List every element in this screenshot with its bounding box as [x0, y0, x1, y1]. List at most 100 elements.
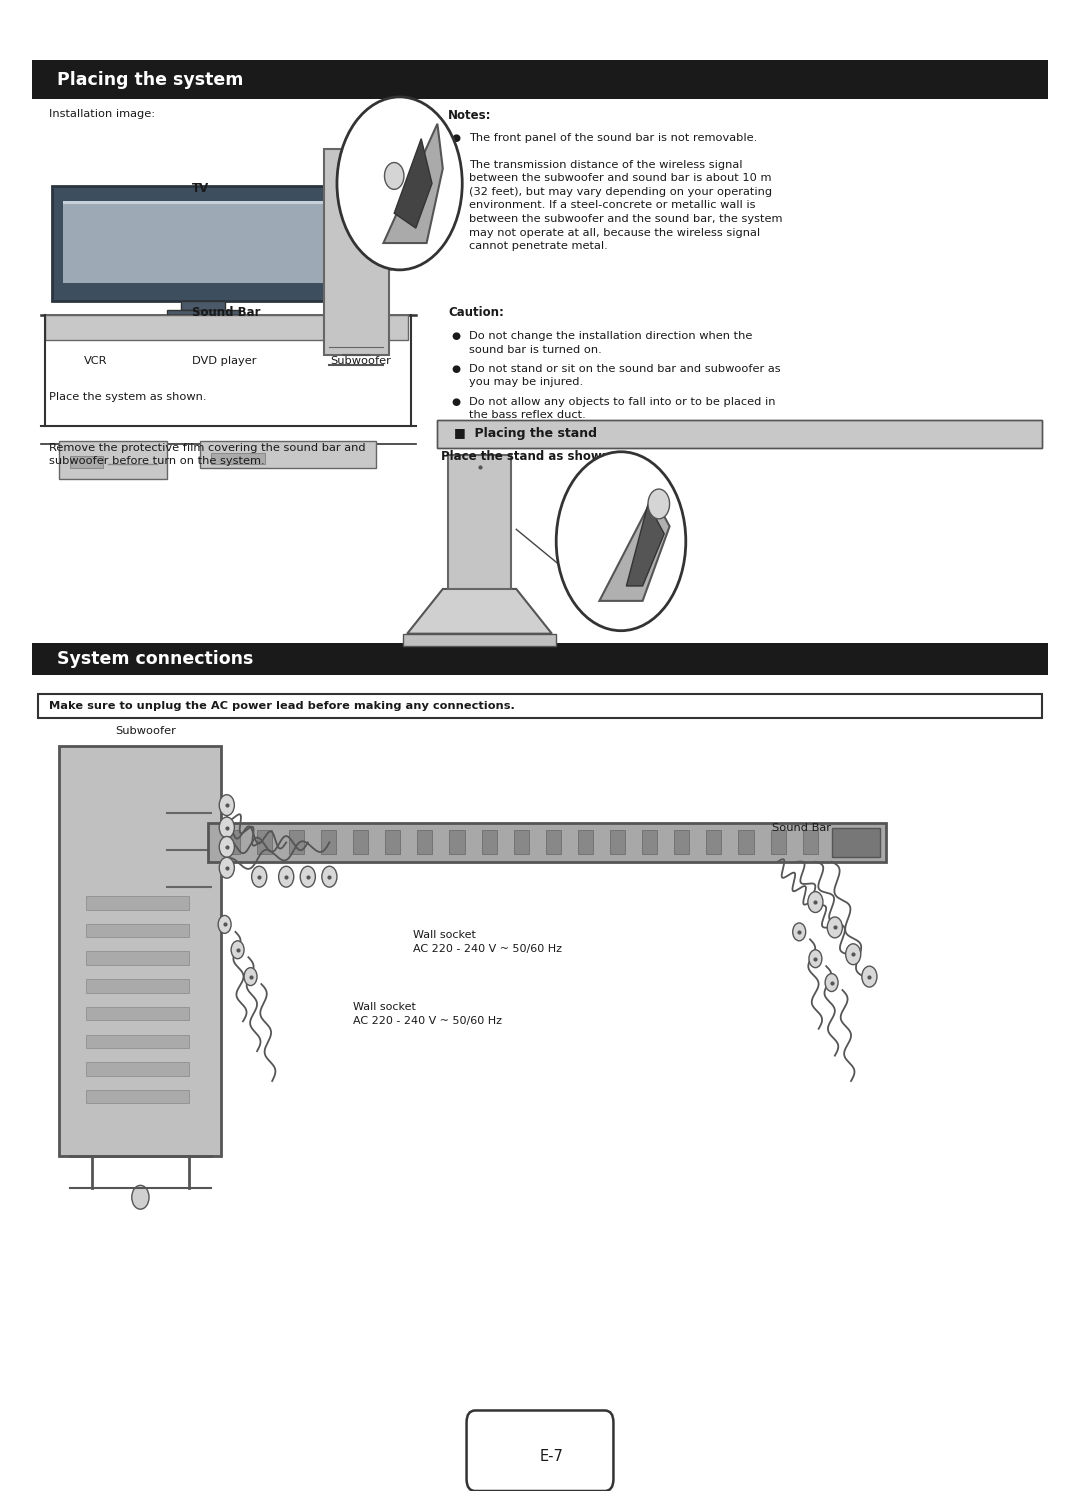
Text: Wall socket
AC 220 - 240 V ~ 50/60 Hz: Wall socket AC 220 - 240 V ~ 50/60 Hz: [353, 1002, 502, 1026]
Bar: [514, 830, 529, 854]
Bar: [674, 830, 689, 854]
Bar: [449, 830, 464, 854]
Bar: [59, 746, 221, 1156]
Circle shape: [219, 795, 234, 816]
Polygon shape: [599, 497, 670, 601]
Circle shape: [556, 452, 686, 631]
Bar: [167, 310, 240, 315]
Bar: [59, 441, 167, 479]
Text: Make sure to unplug the AC power lead before making any connections.: Make sure to unplug the AC power lead be…: [49, 701, 514, 711]
Polygon shape: [383, 124, 443, 243]
Circle shape: [244, 968, 257, 986]
Text: Sound Bar: Sound Bar: [192, 306, 260, 319]
Bar: [832, 828, 880, 857]
Circle shape: [300, 866, 315, 887]
Bar: [86, 980, 189, 993]
Bar: [835, 830, 850, 854]
Bar: [86, 951, 189, 965]
Text: Do not stand or sit on the sound bar and subwoofer as
you may be injured.: Do not stand or sit on the sound bar and…: [469, 364, 781, 388]
Bar: [38, 695, 1042, 719]
Circle shape: [58, 319, 71, 335]
Circle shape: [279, 866, 294, 887]
Circle shape: [219, 817, 234, 838]
FancyBboxPatch shape: [467, 1410, 613, 1491]
Bar: [63, 201, 343, 283]
Bar: [771, 830, 786, 854]
Circle shape: [366, 319, 379, 335]
Polygon shape: [626, 504, 664, 586]
Bar: [448, 455, 511, 589]
Bar: [610, 830, 625, 854]
Text: System connections: System connections: [45, 650, 254, 668]
Bar: [578, 830, 593, 854]
Bar: [437, 420, 1042, 447]
Text: ●: ●: [451, 364, 460, 374]
Text: Do not allow any objects to fall into or to be placed in
the bass reflex duct.: Do not allow any objects to fall into or…: [469, 397, 775, 420]
Circle shape: [330, 245, 382, 316]
Text: ■  Placing the stand: ■ Placing the stand: [454, 428, 596, 440]
Text: ●: ●: [451, 331, 460, 341]
Text: ●: ●: [451, 397, 460, 407]
Circle shape: [382, 319, 395, 335]
Bar: [70, 456, 103, 468]
Text: Sound Bar: Sound Bar: [772, 823, 832, 833]
Bar: [86, 1090, 189, 1103]
Text: Subwoofer: Subwoofer: [116, 726, 176, 737]
Bar: [200, 441, 376, 468]
Circle shape: [808, 892, 823, 912]
Circle shape: [75, 319, 87, 335]
Bar: [321, 830, 336, 854]
Circle shape: [341, 259, 372, 301]
Bar: [403, 634, 556, 646]
Bar: [63, 201, 343, 204]
Bar: [86, 896, 189, 910]
Circle shape: [350, 319, 363, 335]
Circle shape: [337, 97, 462, 270]
Bar: [324, 149, 389, 355]
Text: Place the stand as shown.: Place the stand as shown.: [441, 450, 615, 464]
Circle shape: [132, 1185, 149, 1209]
Circle shape: [862, 966, 877, 987]
Bar: [739, 830, 754, 854]
Text: Stand: Stand: [602, 616, 635, 626]
Circle shape: [846, 944, 861, 965]
Bar: [706, 830, 721, 854]
Circle shape: [322, 866, 337, 887]
Bar: [417, 830, 432, 854]
Circle shape: [91, 319, 104, 335]
Text: Installation image:: Installation image:: [49, 109, 154, 119]
Circle shape: [809, 950, 822, 968]
Text: Notes:: Notes:: [448, 109, 491, 122]
Bar: [181, 301, 225, 310]
Text: Subwoofer: Subwoofer: [330, 356, 391, 367]
Bar: [643, 830, 658, 854]
Bar: [482, 830, 497, 854]
Circle shape: [252, 866, 267, 887]
Bar: [32, 60, 1048, 98]
Text: The transmission distance of the wireless signal
between the subwoofer and sound: The transmission distance of the wireles…: [469, 160, 782, 250]
Polygon shape: [407, 589, 552, 634]
Bar: [802, 830, 818, 854]
Text: Remove the protective film covering the sound bar and
subwoofer before turn on t: Remove the protective film covering the …: [49, 443, 365, 467]
Text: Placing the system: Placing the system: [45, 70, 244, 89]
Bar: [353, 830, 368, 854]
Text: ●: ●: [451, 160, 460, 170]
Circle shape: [219, 857, 234, 878]
Bar: [86, 1062, 189, 1075]
Circle shape: [231, 941, 244, 959]
Text: VCR: VCR: [84, 356, 108, 367]
Circle shape: [458, 511, 501, 571]
Bar: [32, 644, 1048, 674]
Text: E-7: E-7: [540, 1449, 564, 1464]
Bar: [86, 1006, 189, 1020]
Bar: [45, 315, 408, 340]
Bar: [86, 924, 189, 938]
Text: Wall socket
AC 220 - 240 V ~ 50/60 Hz: Wall socket AC 220 - 240 V ~ 50/60 Hz: [413, 930, 562, 954]
Bar: [437, 420, 1042, 447]
Text: DVD player: DVD player: [192, 356, 257, 367]
Bar: [545, 830, 561, 854]
Circle shape: [825, 974, 838, 992]
Text: TV: TV: [192, 182, 210, 195]
Text: Caution:: Caution:: [448, 306, 504, 319]
Polygon shape: [394, 139, 432, 228]
